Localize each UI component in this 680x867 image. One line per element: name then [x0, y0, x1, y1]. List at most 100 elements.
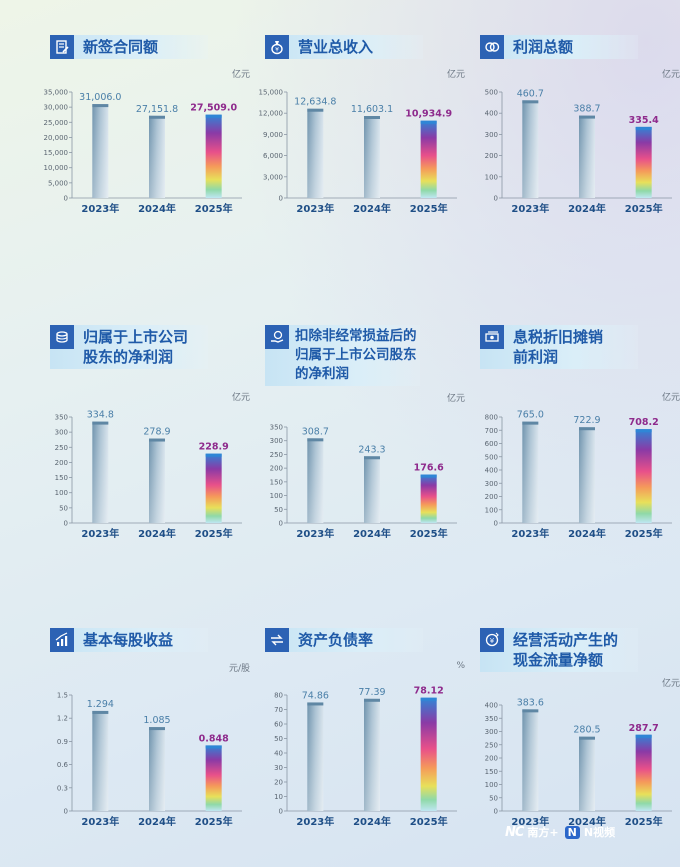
data-label: 27,151.8 [136, 104, 178, 115]
panel-new-contracts: 新签合同额 亿元 0 5,000 10,000 15,000 20,000 25,000 3… [44, 35, 250, 220]
panel-net-profit-deducted: 扣除非经常损益后的 归属于上市公司股东 的净利润 亿元 0 50 100 150 200… [265, 325, 465, 545]
x-tick-label: 2023年 [511, 815, 549, 828]
y-tick-label: 20,000 [44, 134, 69, 142]
y-tick-label: 100 [55, 489, 68, 497]
x-tick-label: 2023年 [81, 815, 119, 828]
panel-net-profit-parent: 归属于上市公司 股东的净利润 亿元 0 50 100 150 200 250 300 350 3… [50, 325, 250, 545]
chart-title: 基本每股收益 [83, 631, 174, 649]
bar-sheen [364, 116, 380, 198]
y-tick-label: 150 [55, 474, 68, 482]
data-label: 335.4 [629, 115, 659, 126]
data-label: 0.848 [199, 733, 229, 744]
logo-mark: NC [505, 824, 524, 840]
bar-cap [522, 709, 539, 713]
y-tick-label: 80 [274, 692, 283, 700]
x-tick-label: 2025年 [195, 527, 233, 540]
data-label: 74.86 [302, 690, 329, 701]
bar-chart: 0 50 100 150 200 250 300 350 400 383.6 2023年 280.5 2… [485, 697, 672, 828]
data-label: 31,006.0 [79, 92, 121, 103]
bar-current-year [635, 429, 652, 523]
unit-label: 亿元 [661, 393, 680, 403]
svg-text:¥: ¥ [490, 637, 495, 645]
y-tick-label: 300 [485, 131, 498, 139]
x-tick-label: 2024年 [568, 202, 606, 215]
panel-total-profit: 利润总额 亿元 0 100 200 300 400 500 460.7 2023年 388.7 2… [480, 35, 680, 220]
data-label: 388.7 [573, 104, 600, 115]
chart-title: 归属于上市公司 股东的净利润 [83, 328, 189, 366]
x-tick-label: 2024年 [353, 815, 391, 828]
x-tick-label: 2023年 [81, 202, 119, 215]
y-tick-label: 600 [485, 440, 498, 448]
y-tick-label: 200 [485, 755, 498, 763]
y-tick-label: 6,000 [263, 152, 283, 160]
chart-title: 新签合同额 [83, 38, 159, 56]
bar-cap [92, 421, 109, 425]
data-label: 308.7 [302, 426, 329, 437]
chart-title: 息税折旧摊销 前利润 [513, 328, 604, 366]
y-tick-label: 100 [270, 492, 283, 500]
x-tick-label: 2025年 [625, 527, 663, 540]
x-tick-label: 2023年 [511, 202, 549, 215]
bar-sheen [522, 421, 539, 523]
bar-cap [635, 126, 652, 130]
y-tick-label: 500 [485, 89, 498, 97]
bar-chart: 0 3,000 6,000 9,000 12,000 15,000 12,634.8 2023… [259, 89, 457, 215]
y-tick-label: 200 [270, 465, 283, 473]
data-label: 27,509.0 [190, 103, 237, 114]
bar-current-year [420, 697, 437, 811]
bar-chart: 0 10 20 30 40 50 60 70 80 74.86 2023年 77.39 2024年 78.… [274, 686, 457, 828]
y-tick-label: 40 [274, 750, 283, 758]
bar-chart: 0 5,000 10,000 15,000 20,000 25,000 30,000 35,0… [44, 89, 242, 215]
y-tick-label: 400 [485, 110, 498, 118]
data-label: 1.294 [87, 699, 114, 710]
bar-cap [92, 104, 109, 108]
x-tick-label: 2024年 [138, 527, 176, 540]
panel-header: 息税折旧摊销 前利润 [480, 325, 680, 369]
y-tick-label: 350 [270, 424, 283, 432]
bar-cap [635, 734, 652, 738]
y-tick-label: 350 [55, 414, 68, 422]
unit-label: 亿元 [661, 70, 680, 80]
bar-sheen [364, 456, 380, 523]
y-tick-label: 200 [485, 152, 498, 160]
bar-cap [364, 116, 380, 120]
y-tick-label: 200 [485, 493, 498, 501]
y-tick-label: 300 [55, 429, 68, 437]
bar-cap [307, 702, 324, 706]
y-tick-label: 50 [274, 735, 283, 743]
unit-label: % [456, 661, 465, 671]
y-tick-label: 50 [274, 506, 283, 514]
bar-cap [364, 698, 380, 702]
bar-chart: 0 100 200 300 400 500 600 700 800 765.0 2023年 722.9… [485, 410, 672, 540]
bar-cap [364, 456, 380, 460]
bar-sheen [92, 104, 109, 198]
data-label: 228.9 [199, 442, 229, 453]
y-tick-label: 300 [485, 480, 498, 488]
y-tick-label: 250 [270, 451, 283, 459]
y-tick-label: 150 [485, 768, 498, 776]
y-tick-label: 150 [270, 478, 283, 486]
bar-sheen [579, 427, 595, 523]
bar-sheen [92, 421, 109, 523]
cash-icon [480, 325, 504, 349]
bar-chart: 0 50 100 150 200 250 300 350 308.7 2023年 243.3 2024… [270, 424, 457, 540]
panel-ebitda: 息税折旧摊销 前利润 亿元 0 100 200 300 400 500 600 700 800 7… [480, 325, 680, 545]
data-label: 278.9 [143, 427, 170, 438]
logo-video: N视频 [583, 826, 616, 839]
x-tick-label: 2024年 [568, 815, 606, 828]
y-tick-label: 3,000 [263, 173, 283, 181]
x-tick-label: 2024年 [138, 815, 176, 828]
y-tick-label: 60 [274, 721, 283, 729]
x-tick-label: 2023年 [296, 527, 334, 540]
y-tick-label: 200 [55, 459, 68, 467]
panel-header: 基本每股收益 [50, 628, 250, 652]
y-tick-label: 0 [279, 808, 283, 816]
bar-current-year [635, 734, 652, 811]
data-label: 765.0 [517, 410, 544, 421]
y-tick-label: 10,000 [44, 164, 69, 172]
bar-cap [205, 114, 222, 118]
contract-icon [50, 35, 74, 59]
x-tick-label: 2025年 [195, 815, 233, 828]
data-label: 334.8 [87, 410, 114, 421]
data-label: 11,603.1 [351, 104, 393, 115]
